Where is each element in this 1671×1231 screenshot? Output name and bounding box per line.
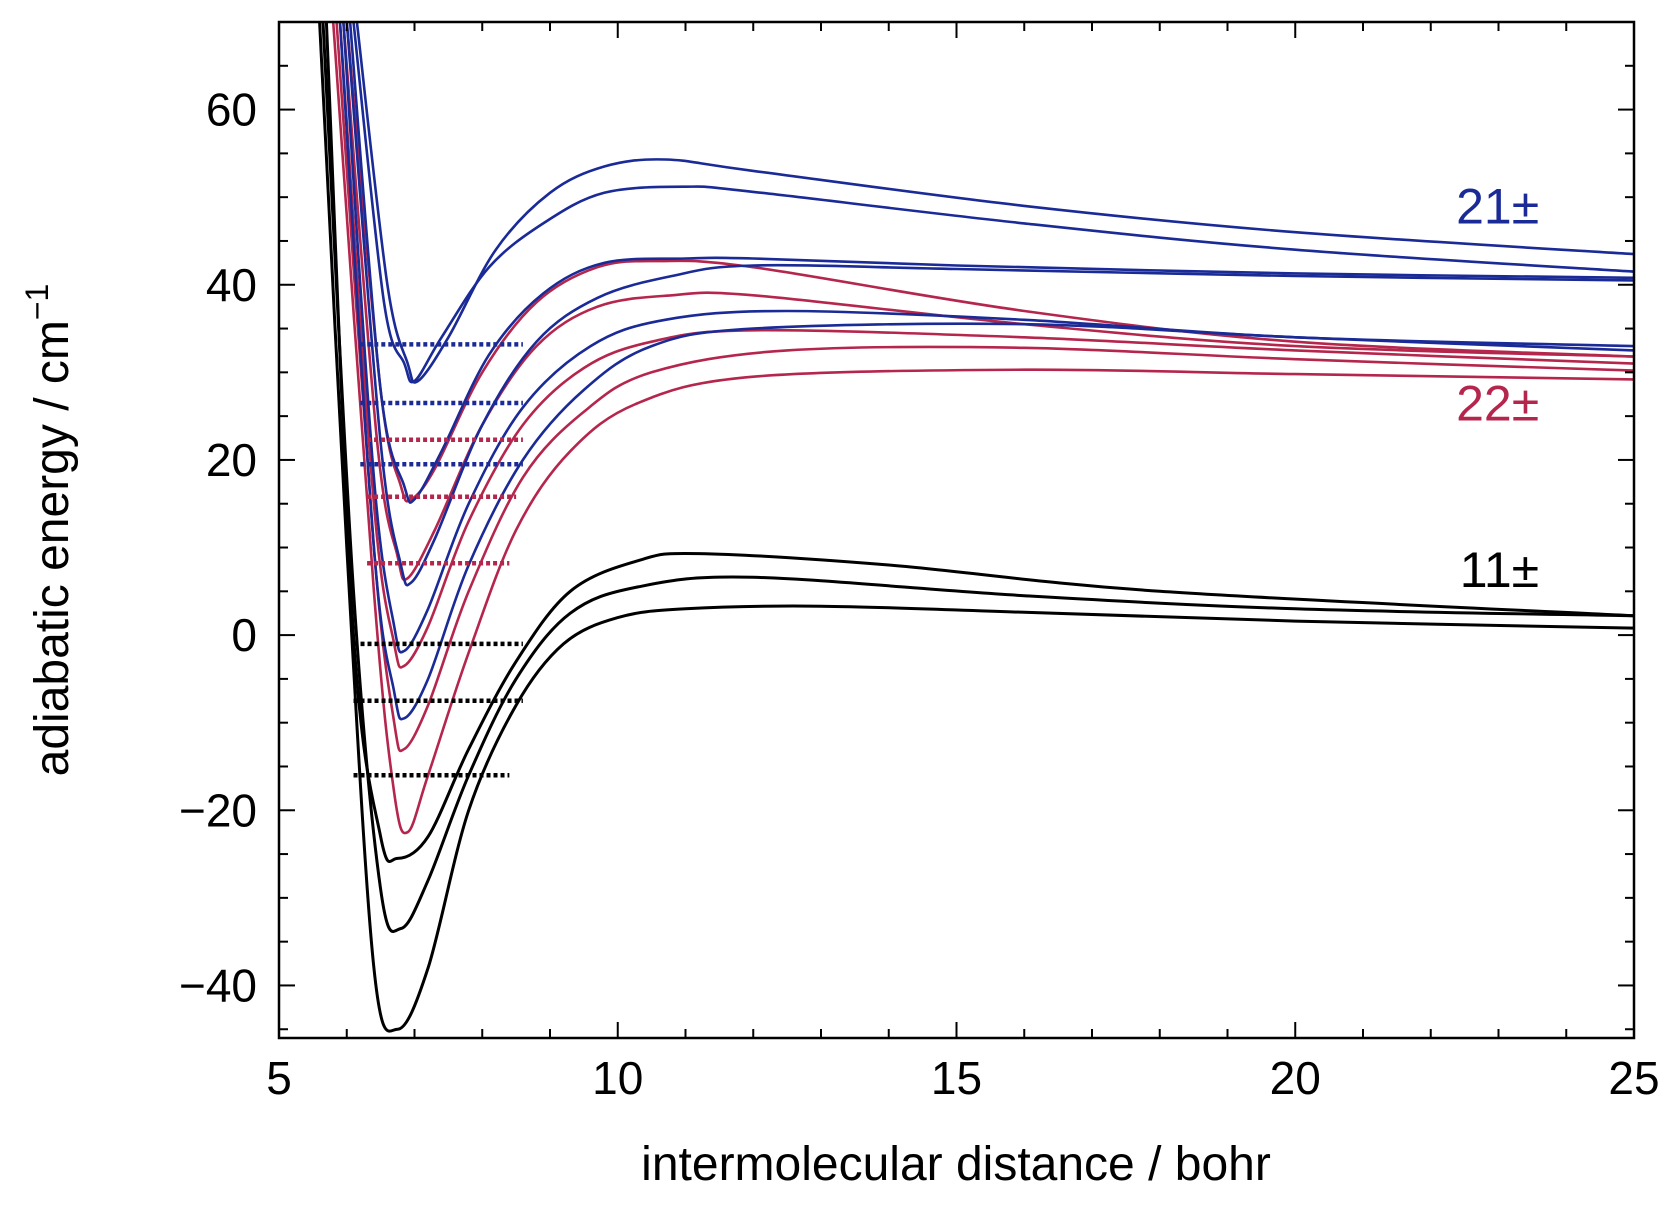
x-tick-label-5: 5 <box>266 1052 292 1104</box>
group-label-1: 21± <box>1456 178 1539 234</box>
bound-state-levels <box>353 342 523 778</box>
group-label-2: 22± <box>1456 376 1539 432</box>
series-line-5 <box>335 22 1634 753</box>
y-tick-label-60: 60 <box>206 84 257 136</box>
x-tick-label-15: 15 <box>931 1052 982 1104</box>
y-tick-label-40: 40 <box>206 259 257 311</box>
y-axis-label-text: adiabatic energy / cm <box>26 320 79 776</box>
series-line-4 <box>331 22 1634 835</box>
x-tick-labels: 5 10 15 20 25 <box>266 1052 1659 1104</box>
y-tick-label--40: −40 <box>179 959 257 1011</box>
series-line-2 <box>321 22 1634 933</box>
y-tick-labels: −40 −20 0 20 40 60 <box>179 84 257 1012</box>
group-label-3: 11± <box>1460 542 1539 598</box>
series-line-11 <box>345 22 1634 587</box>
series-line-1 <box>318 22 1634 1033</box>
y-tick-label--20: −20 <box>179 784 257 836</box>
x-tick-label-10: 10 <box>592 1052 643 1104</box>
series-curves <box>318 22 1634 1033</box>
series-line-12 <box>348 22 1634 504</box>
x-tick-label-20: 20 <box>1270 1052 1321 1104</box>
y-tick-label-20: 20 <box>206 434 257 486</box>
axis-ticks <box>278 21 1635 1038</box>
series-line-13 <box>352 22 1634 384</box>
series-line-7 <box>342 22 1634 582</box>
series-line-8 <box>345 22 1634 503</box>
series-line-14 <box>355 22 1634 384</box>
y-axis-label: adiabatic energy / cm−1 <box>19 284 79 777</box>
x-axis-label: intermolecular distance / bohr <box>641 1138 1271 1191</box>
series-line-6 <box>338 22 1634 669</box>
y-axis-label-exponent: −1 <box>19 284 55 320</box>
plot-frame <box>277 20 1636 1040</box>
series-line-3 <box>324 22 1634 863</box>
y-tick-label-0: 0 <box>231 609 257 661</box>
group-labels: 21± 22± 11± <box>1456 178 1539 597</box>
x-tick-label-25: 25 <box>1608 1052 1659 1104</box>
